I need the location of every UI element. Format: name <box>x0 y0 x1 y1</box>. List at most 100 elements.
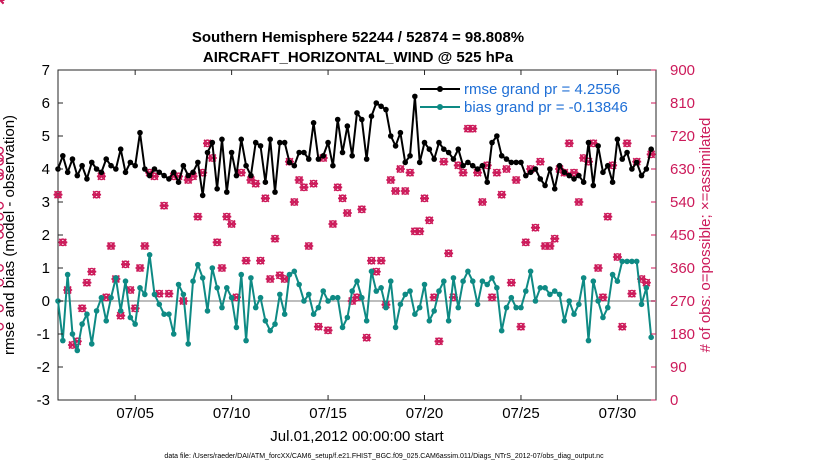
bias-point <box>84 311 90 318</box>
bias-point <box>441 278 447 285</box>
rmse-point <box>272 189 278 195</box>
rmse-point <box>638 172 645 179</box>
bias-point <box>146 252 153 258</box>
obs-assimilated-marker <box>574 197 584 207</box>
bias-point <box>175 281 182 288</box>
bias-point <box>412 311 418 318</box>
obs-assimilated-marker <box>289 197 299 207</box>
rmse-point <box>619 156 626 162</box>
legend-box <box>417 75 651 121</box>
plot-area <box>57 69 657 401</box>
rmse-point <box>498 153 505 159</box>
y-tick-label: 7 <box>42 62 50 79</box>
obs-assimilated-marker <box>92 190 102 199</box>
rmse-point <box>368 113 375 119</box>
obs-assimilated-marker <box>434 337 444 346</box>
obs-possible-marker <box>0 154 4 162</box>
y2-tick-label: 180 <box>670 326 695 343</box>
obs-assimilated-marker <box>386 175 396 185</box>
obs-assimilated-marker <box>260 194 270 203</box>
bias-point <box>484 281 491 288</box>
obs-assimilated-marker <box>395 164 405 174</box>
obs-possible-marker <box>0 157 4 166</box>
obs-assimilated-marker <box>313 322 323 331</box>
chart-subtitle: AIRCRAFT_HORIZONTAL_WIND @ 525 hPa <box>203 49 514 66</box>
bias-point <box>320 288 327 294</box>
rmse-point <box>421 139 428 146</box>
rmse-point <box>296 149 302 156</box>
obs-assimilated-marker <box>530 223 540 232</box>
bias-point <box>436 288 442 294</box>
bias-point <box>79 321 85 327</box>
bias-point <box>614 278 621 285</box>
obs-possible-marker <box>0 223 4 232</box>
y-tick-label: 0 <box>42 293 50 310</box>
bias-point <box>262 318 269 324</box>
obs-possible-marker <box>0 322 4 331</box>
bias-point <box>629 258 635 265</box>
bias-point <box>170 331 177 337</box>
y-tick-label: 6 <box>42 95 50 112</box>
rmse-point <box>214 186 220 192</box>
bias-point <box>305 291 312 298</box>
rmse-point <box>460 162 466 169</box>
obs-assimilated-marker <box>641 278 651 287</box>
obs-assimilated-marker <box>212 238 222 247</box>
obs-assimilated-marker <box>550 234 560 243</box>
bias-point <box>93 308 100 314</box>
bias-point <box>624 258 630 265</box>
bias-point <box>518 304 524 311</box>
rmse-point <box>643 166 650 172</box>
rmse-point <box>286 159 293 166</box>
bias-point <box>542 285 548 291</box>
rmse-point <box>142 166 148 172</box>
rmse-point <box>609 179 616 185</box>
rmse-point <box>576 172 582 179</box>
legend-bias-marker <box>437 104 443 110</box>
rmse-point <box>469 162 476 169</box>
obs-assimilated-marker <box>256 256 266 265</box>
rmse-point <box>252 139 259 146</box>
rmse-point <box>629 166 635 172</box>
bias-point <box>383 304 389 311</box>
obs-assimilated-marker <box>333 183 343 192</box>
obs-assimilated-marker <box>617 322 627 331</box>
obs-assimilated-marker <box>0 0 5 5</box>
obs-assimilated-marker <box>415 227 425 236</box>
rmse-point <box>79 162 85 169</box>
bias-point <box>387 278 394 285</box>
bias-point <box>103 318 110 324</box>
bias-point <box>407 288 413 294</box>
rmse-point <box>122 169 129 176</box>
obs-assimilated-marker <box>53 190 63 199</box>
bias-point <box>122 278 129 285</box>
rmse-point <box>561 169 568 176</box>
bias-point <box>450 275 457 281</box>
bias-point <box>474 301 481 308</box>
rmse-point <box>127 159 134 166</box>
obs-assimilated-marker <box>251 179 261 188</box>
obs-assimilated-marker <box>516 322 526 331</box>
obs-assimilated-marker <box>535 157 545 166</box>
rmse-point <box>474 166 481 172</box>
bias-point <box>291 268 298 275</box>
x-tick-label: 07/05 <box>116 405 154 422</box>
obs-assimilated-marker <box>506 278 516 287</box>
rmse-point <box>426 146 433 152</box>
y2-tick-label: 900 <box>670 62 695 79</box>
rmse-point <box>151 166 158 172</box>
bias-point <box>339 324 346 331</box>
rmse-point <box>633 159 640 166</box>
bias-point <box>272 321 278 327</box>
rmse-point <box>378 103 384 110</box>
rmse-point <box>436 139 442 146</box>
rmse-point <box>489 139 495 146</box>
bias-point <box>571 311 577 318</box>
bias-point <box>498 327 505 334</box>
obs-assimilated-marker <box>77 304 87 313</box>
rmse-point <box>503 156 510 162</box>
rmse-series-line <box>57 95 653 197</box>
y2-tick-label: 720 <box>670 128 695 145</box>
bias-point <box>397 301 404 308</box>
bias-point <box>359 294 365 301</box>
